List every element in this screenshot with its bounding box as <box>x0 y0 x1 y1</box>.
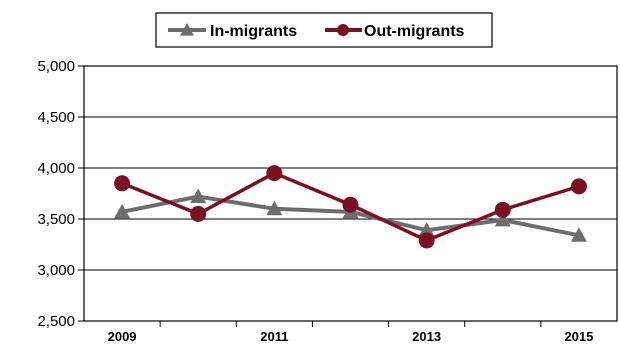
data-point <box>494 212 511 227</box>
y-tick-label: 3,000 <box>37 262 75 279</box>
data-point <box>190 205 207 222</box>
x-tick-label: 2011 <box>260 329 288 344</box>
data-point <box>266 165 283 182</box>
legend-swatch-marker <box>337 24 349 36</box>
y-tick-label: 2,500 <box>37 313 75 330</box>
data-point <box>114 175 131 192</box>
x-axis: 2009 2011 2013 2015 <box>108 321 593 344</box>
data-point <box>418 222 435 237</box>
series-in-migrants <box>114 188 587 242</box>
legend: In-migrants Out-migrants <box>155 12 493 48</box>
data-point <box>570 178 587 195</box>
series-layer <box>114 165 587 249</box>
y-tick-label: 5,000 <box>37 58 75 75</box>
gridlines <box>84 116 617 271</box>
y-tick-label: 3,500 <box>37 211 75 228</box>
series-out-migrants <box>114 165 587 249</box>
legend-label: In-migrants <box>210 23 297 40</box>
legend-label: Out-migrants <box>364 23 465 40</box>
data-point <box>114 203 131 219</box>
legend-swatch-marker <box>180 23 194 36</box>
data-point <box>266 200 283 216</box>
data-point <box>342 196 359 213</box>
plot-area-frame <box>83 65 618 322</box>
x-tick-label: 2009 <box>108 329 137 344</box>
data-point <box>570 227 587 242</box>
data-point <box>418 232 435 249</box>
data-point <box>190 188 207 203</box>
data-point <box>494 201 511 218</box>
x-tick-label: 2013 <box>412 329 441 344</box>
y-tick-label: 4,500 <box>37 109 75 126</box>
x-tick-label: 2015 <box>564 329 593 344</box>
legend-item-in-migrants: In-migrants <box>168 23 297 40</box>
legend-item-out-migrants: Out-migrants <box>325 23 465 40</box>
y-axis: 2,500 3,000 3,500 4,000 4,500 5,000 <box>37 58 84 330</box>
y-tick-label: 4,000 <box>37 160 75 177</box>
legend-box <box>155 12 493 48</box>
